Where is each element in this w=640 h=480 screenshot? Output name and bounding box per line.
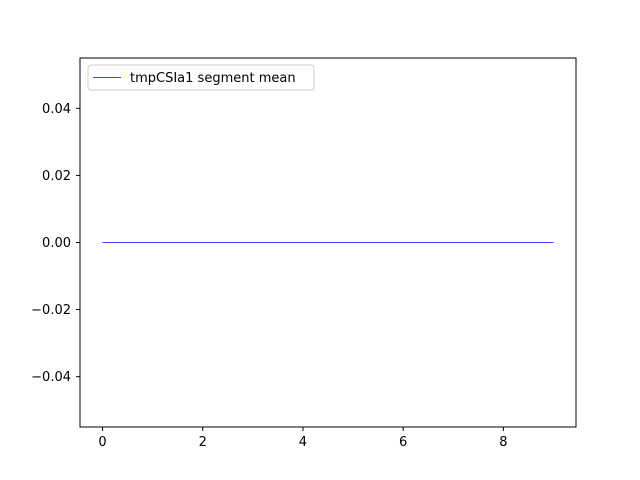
x-tick-label: 4 <box>299 435 307 450</box>
y-tick-label: −0.02 <box>31 303 71 318</box>
x-tick-label: 6 <box>399 435 407 450</box>
y-tick-label: −0.04 <box>31 370 71 385</box>
legend-label: tmpCSIa1 segment mean <box>130 71 296 86</box>
y-tick-label: 0.02 <box>42 169 71 184</box>
x-tick-label: 2 <box>199 435 207 450</box>
legend: tmpCSIa1 segment mean <box>87 64 315 91</box>
x-tick-label: 8 <box>499 435 507 450</box>
legend-box <box>87 64 315 91</box>
y-tick-label: 0.04 <box>42 102 71 117</box>
axes: 0 2 4 6 8 0.04 0.02 0.00 −0.02 −0.04 <box>31 57 577 450</box>
x-tick-label: 0 <box>98 435 106 450</box>
y-tick-label: 0.00 <box>42 236 71 251</box>
